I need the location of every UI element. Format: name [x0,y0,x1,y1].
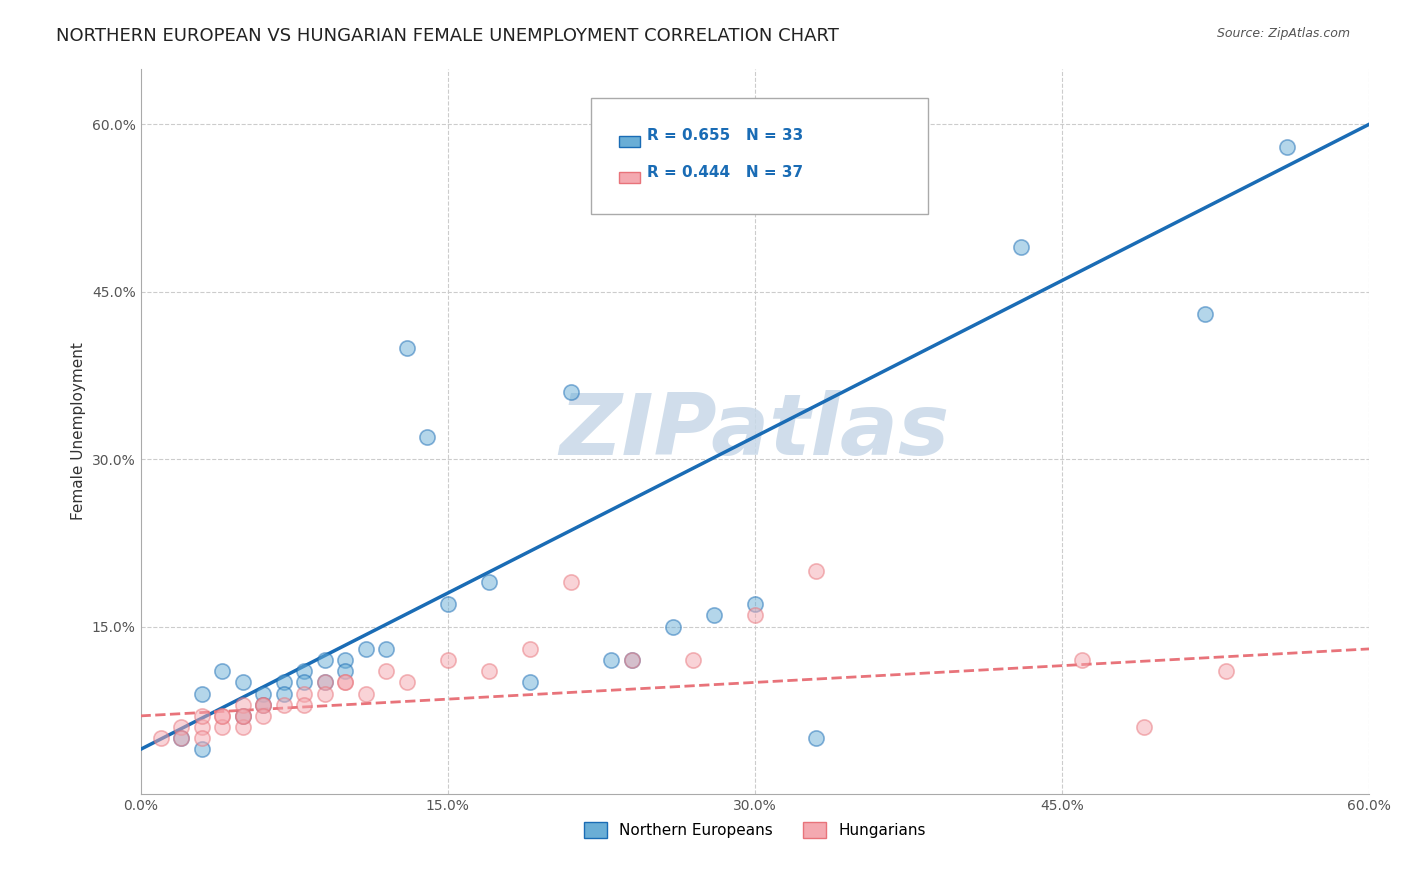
Point [292,698,315,712]
Point [354,687,377,701]
Point [314,675,336,690]
Point [560,574,582,589]
Y-axis label: Female Unemployment: Female Unemployment [72,343,86,520]
Point [478,665,501,679]
Point [292,665,315,679]
Point [314,675,336,690]
Point [252,709,274,723]
Point [191,742,214,756]
Point [170,731,193,746]
Point [314,687,336,701]
Point [211,665,233,679]
Point [292,687,315,701]
Point [806,564,828,578]
Point [806,731,828,746]
Point [703,608,725,623]
Point [1071,653,1094,667]
Point [395,341,418,355]
Text: R = 0.655   N = 33: R = 0.655 N = 33 [647,128,803,143]
Point [335,675,357,690]
Point [600,653,623,667]
Point [335,653,357,667]
Point [478,574,501,589]
Legend: Northern Europeans, Hungarians: Northern Europeans, Hungarians [578,816,932,845]
Point [335,665,357,679]
Text: R = 0.444   N = 37: R = 0.444 N = 37 [647,165,803,179]
Point [191,687,214,701]
Point [211,720,233,734]
Point [620,653,643,667]
Text: ZIPatlas: ZIPatlas [560,390,950,473]
Point [232,709,254,723]
Point [232,675,254,690]
Point [1215,665,1237,679]
Point [314,653,336,667]
Point [744,608,766,623]
Point [191,709,214,723]
Point [211,709,233,723]
Point [252,698,274,712]
Point [436,653,458,667]
Point [1133,720,1156,734]
Point [436,597,458,611]
Point [375,641,398,656]
Point [395,675,418,690]
Point [252,698,274,712]
Point [1010,240,1032,254]
Point [620,653,643,667]
Point [150,731,173,746]
Point [252,687,274,701]
Point [662,619,685,633]
Point [273,675,295,690]
Point [354,641,377,656]
Point [292,675,315,690]
Point [335,675,357,690]
Point [170,731,193,746]
Point [744,597,766,611]
Point [682,653,704,667]
Point [211,709,233,723]
Point [1275,139,1298,153]
Point [416,430,439,444]
Point [252,698,274,712]
Point [1194,307,1216,321]
Point [375,665,398,679]
Point [232,709,254,723]
Point [170,720,193,734]
Point [519,675,541,690]
Point [191,720,214,734]
Point [191,731,214,746]
Point [273,698,295,712]
Point [232,698,254,712]
Text: Source: ZipAtlas.com: Source: ZipAtlas.com [1216,27,1350,40]
Point [273,687,295,701]
Point [519,641,541,656]
Text: NORTHERN EUROPEAN VS HUNGARIAN FEMALE UNEMPLOYMENT CORRELATION CHART: NORTHERN EUROPEAN VS HUNGARIAN FEMALE UN… [56,27,839,45]
Point [560,385,582,400]
Point [232,720,254,734]
Point [232,709,254,723]
